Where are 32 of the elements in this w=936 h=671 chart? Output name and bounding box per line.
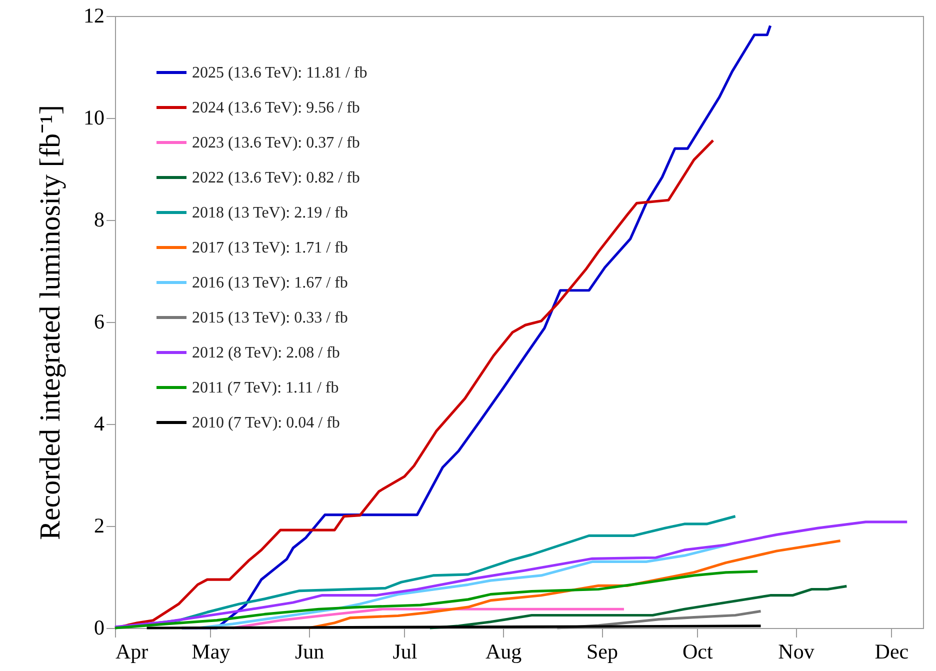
x-tick-label: Aug bbox=[486, 640, 522, 664]
x-tick-label: Oct bbox=[682, 640, 713, 664]
line-series bbox=[114, 570, 759, 630]
legend-label: 2017 (13 TeV): 1.71 / fb bbox=[192, 240, 348, 256]
legend-label: 2011 (7 TeV): 1.11 / fb bbox=[192, 380, 339, 396]
y-axis-title: Recorded integrated luminosity [fb⁻¹] bbox=[34, 104, 66, 540]
y-tick-label: 6 bbox=[94, 310, 104, 334]
legend-label: 2024 (13.6 TeV): 9.56 / fb bbox=[192, 100, 360, 116]
legend-label: 2023 (13.6 TeV): 0.37 / fb bbox=[192, 134, 360, 152]
legend-label: 2010 (7 TeV): 0.04 / fb bbox=[192, 414, 340, 432]
x-tick-label: Dec bbox=[874, 640, 909, 664]
legend-label: 2022 (13.6 TeV): 0.82 / fb bbox=[192, 170, 360, 186]
line-series bbox=[428, 584, 848, 630]
legend-label: 2016 (13 TeV): 1.67 / fb bbox=[192, 274, 348, 292]
x-tick-label: Jul bbox=[392, 640, 418, 664]
legend-label: 2012 (8 TeV): 2.08 / fb bbox=[192, 344, 340, 362]
y-tick-label: 12 bbox=[84, 4, 104, 28]
x-tick-label: Sep bbox=[586, 640, 618, 664]
line-series bbox=[180, 24, 772, 630]
y-tick-label: 0 bbox=[94, 616, 104, 640]
y-tick-label: 10 bbox=[84, 106, 104, 130]
y-tick-label: 2 bbox=[94, 514, 104, 538]
y-tick-label: 8 bbox=[94, 208, 104, 232]
y-tick-label: 4 bbox=[94, 412, 105, 436]
line-series bbox=[114, 520, 908, 628]
x-tick-label: Jun bbox=[294, 640, 325, 664]
legend-label: 2015 (13 TeV): 0.33 / fb bbox=[192, 310, 348, 326]
legend-label: 2018 (13 TeV): 2.19 / fb bbox=[192, 204, 348, 222]
x-tick-label: Apr bbox=[116, 640, 148, 664]
x-tick-label: May bbox=[192, 640, 231, 664]
x-tick-label: Nov bbox=[778, 640, 815, 664]
legend-label: 2025 (13.6 TeV): 11.81 / fb bbox=[192, 64, 368, 82]
